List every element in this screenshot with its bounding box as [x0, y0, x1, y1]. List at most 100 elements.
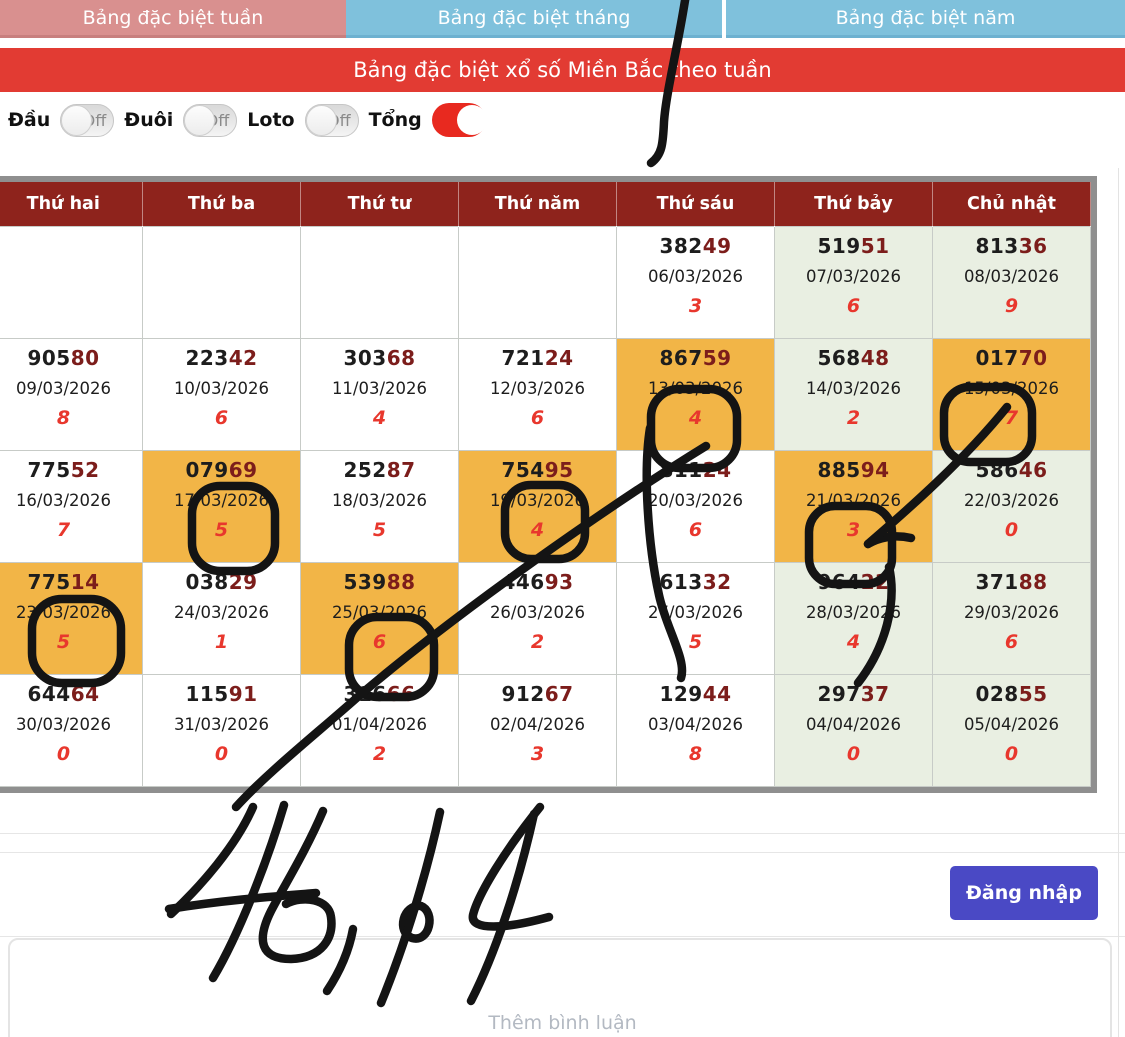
filter-bar: Đầu Off Đuôi Off Loto Off Tổng — [8, 101, 487, 139]
total-digit: 4 — [846, 630, 861, 653]
draw-date: 12/03/2026 — [489, 378, 586, 398]
special-number: 90580 — [27, 345, 100, 370]
divider — [0, 852, 1125, 853]
total-digit: 0 — [1004, 742, 1019, 765]
special-number: 51951 — [817, 233, 890, 258]
draw-date: 02/04/2026 — [489, 714, 586, 734]
toggle-loto[interactable]: Off — [304, 103, 359, 137]
special-number: 81124 — [659, 457, 732, 482]
total-digit: 4 — [688, 406, 703, 429]
login-button[interactable]: Đăng nhập — [950, 866, 1098, 920]
total-digit: 8 — [688, 742, 703, 765]
toggle-tong[interactable] — [431, 103, 487, 137]
total-digit: 3 — [846, 518, 861, 541]
day-cell: 86759 13/03/2026 4 — [616, 337, 775, 451]
total-digit: 6 — [688, 518, 703, 541]
special-number: 29737 — [817, 681, 890, 706]
day-cell: 81336 08/03/2026 9 — [932, 225, 1091, 339]
total-digit: 9 — [1004, 294, 1019, 317]
special-number: 37188 — [975, 569, 1048, 594]
draw-date: 26/03/2026 — [489, 602, 586, 622]
weekday-header: Thứ tư — [300, 182, 459, 226]
special-number: 64464 — [27, 681, 100, 706]
day-cell: 38249 06/03/2026 3 — [616, 225, 775, 339]
handwriting-stroke — [468, 802, 554, 931]
weekday-header-row: Thứ hai Thứ ba Thứ tư Thứ năm Thứ sáu Thứ bảy… — [0, 182, 1091, 226]
draw-date: 28/03/2026 — [805, 602, 902, 622]
day-cell: 81124 20/03/2026 6 — [616, 449, 775, 563]
filter-label-tong: Tổng — [368, 109, 422, 131]
filter-label-loto: Loto — [247, 109, 295, 131]
draw-date: 08/03/2026 — [963, 266, 1060, 286]
draw-date: 01/04/2026 — [331, 714, 428, 734]
draw-date: 19/03/2026 — [489, 490, 586, 510]
draw-date: 14/03/2026 — [805, 378, 902, 398]
special-number: 11591 — [185, 681, 258, 706]
draw-date: 23/03/2026 — [15, 602, 112, 622]
draw-date: 30/03/2026 — [15, 714, 112, 734]
weekday-header: Thứ bảy — [774, 182, 933, 226]
weekday-header: Thứ năm — [458, 182, 617, 226]
day-cell: 22342 10/03/2026 6 — [142, 337, 301, 451]
week-row: 64464 30/03/2026 0 11591 31/03/2026 0 31666 01/… — [0, 673, 1091, 787]
total-digit: 6 — [372, 630, 387, 653]
total-digit: 6 — [530, 406, 545, 429]
day-cell: 51951 07/03/2026 6 — [774, 225, 933, 339]
day-cell: 75495 19/03/2026 4 — [458, 449, 617, 563]
results-table-wrap: Thứ hai Thứ ba Thứ tư Thứ năm Thứ sáu Thứ bảy… — [0, 176, 1097, 793]
special-number: 86759 — [659, 345, 732, 370]
week-row: 90580 09/03/2026 8 22342 10/03/2026 6 30368 11/… — [0, 337, 1091, 451]
handwriting-stroke — [164, 888, 321, 914]
handwriting-stroke — [398, 901, 434, 943]
draw-date: 22/03/2026 — [963, 490, 1060, 510]
total-digit: 6 — [846, 294, 861, 317]
total-digit: 5 — [214, 518, 229, 541]
special-number: 31666 — [343, 681, 416, 706]
draw-date: 31/03/2026 — [173, 714, 270, 734]
day-cell: 77552 16/03/2026 7 — [0, 449, 143, 563]
toggle-knob — [456, 105, 487, 135]
toggle-duoi[interactable]: Off — [183, 103, 238, 137]
day-cell: 96422 28/03/2026 4 — [774, 561, 933, 675]
total-digit: 0 — [1004, 518, 1019, 541]
special-number: 77552 — [27, 457, 100, 482]
tab-year[interactable]: Bảng đặc biệt năm — [726, 0, 1125, 38]
divider — [0, 833, 1125, 834]
special-number: 03829 — [185, 569, 258, 594]
special-number: 88594 — [817, 457, 890, 482]
draw-date: 11/03/2026 — [331, 378, 428, 398]
draw-date: 06/03/2026 — [647, 266, 744, 286]
day-cell: 29737 04/04/2026 0 — [774, 673, 933, 787]
draw-date: 24/03/2026 — [173, 602, 270, 622]
tab-bar: Bảng đặc biệt tuần Bảng đặc biệt tháng B… — [0, 0, 1125, 38]
weekday-header: Thứ hai — [0, 182, 143, 226]
draw-date: 07/03/2026 — [805, 266, 902, 286]
tab-month[interactable]: Bảng đặc biệt tháng — [346, 0, 722, 38]
total-digit: 1 — [214, 630, 229, 653]
special-number: 77514 — [27, 569, 100, 594]
day-cell: 61332 27/03/2026 5 — [616, 561, 775, 675]
comment-placeholder: Thêm bình luận — [488, 1012, 637, 1034]
day-cell — [142, 225, 301, 339]
day-cell: 53988 25/03/2026 6 — [300, 561, 459, 675]
total-digit: 0 — [846, 742, 861, 765]
comment-box[interactable] — [8, 938, 1112, 1037]
special-number: 02855 — [975, 681, 1048, 706]
draw-date: 15/03/2026 — [963, 378, 1060, 398]
toggle-dau[interactable]: Off — [60, 103, 115, 137]
draw-date: 13/03/2026 — [647, 378, 744, 398]
total-digit: 5 — [56, 630, 71, 653]
day-cell: 12944 03/04/2026 8 — [616, 673, 775, 787]
draw-date: 05/04/2026 — [963, 714, 1060, 734]
total-digit: 4 — [530, 518, 545, 541]
total-digit: 7 — [56, 518, 71, 541]
weekday-header: Thứ sáu — [616, 182, 775, 226]
day-cell — [300, 225, 459, 339]
tab-week[interactable]: Bảng đặc biệt tuần — [0, 0, 346, 38]
day-cell: 44693 26/03/2026 2 — [458, 561, 617, 675]
filter-label-dau: Đầu — [8, 109, 51, 131]
total-digit: 6 — [1004, 630, 1019, 653]
day-cell: 88594 21/03/2026 3 — [774, 449, 933, 563]
special-number: 91267 — [501, 681, 574, 706]
